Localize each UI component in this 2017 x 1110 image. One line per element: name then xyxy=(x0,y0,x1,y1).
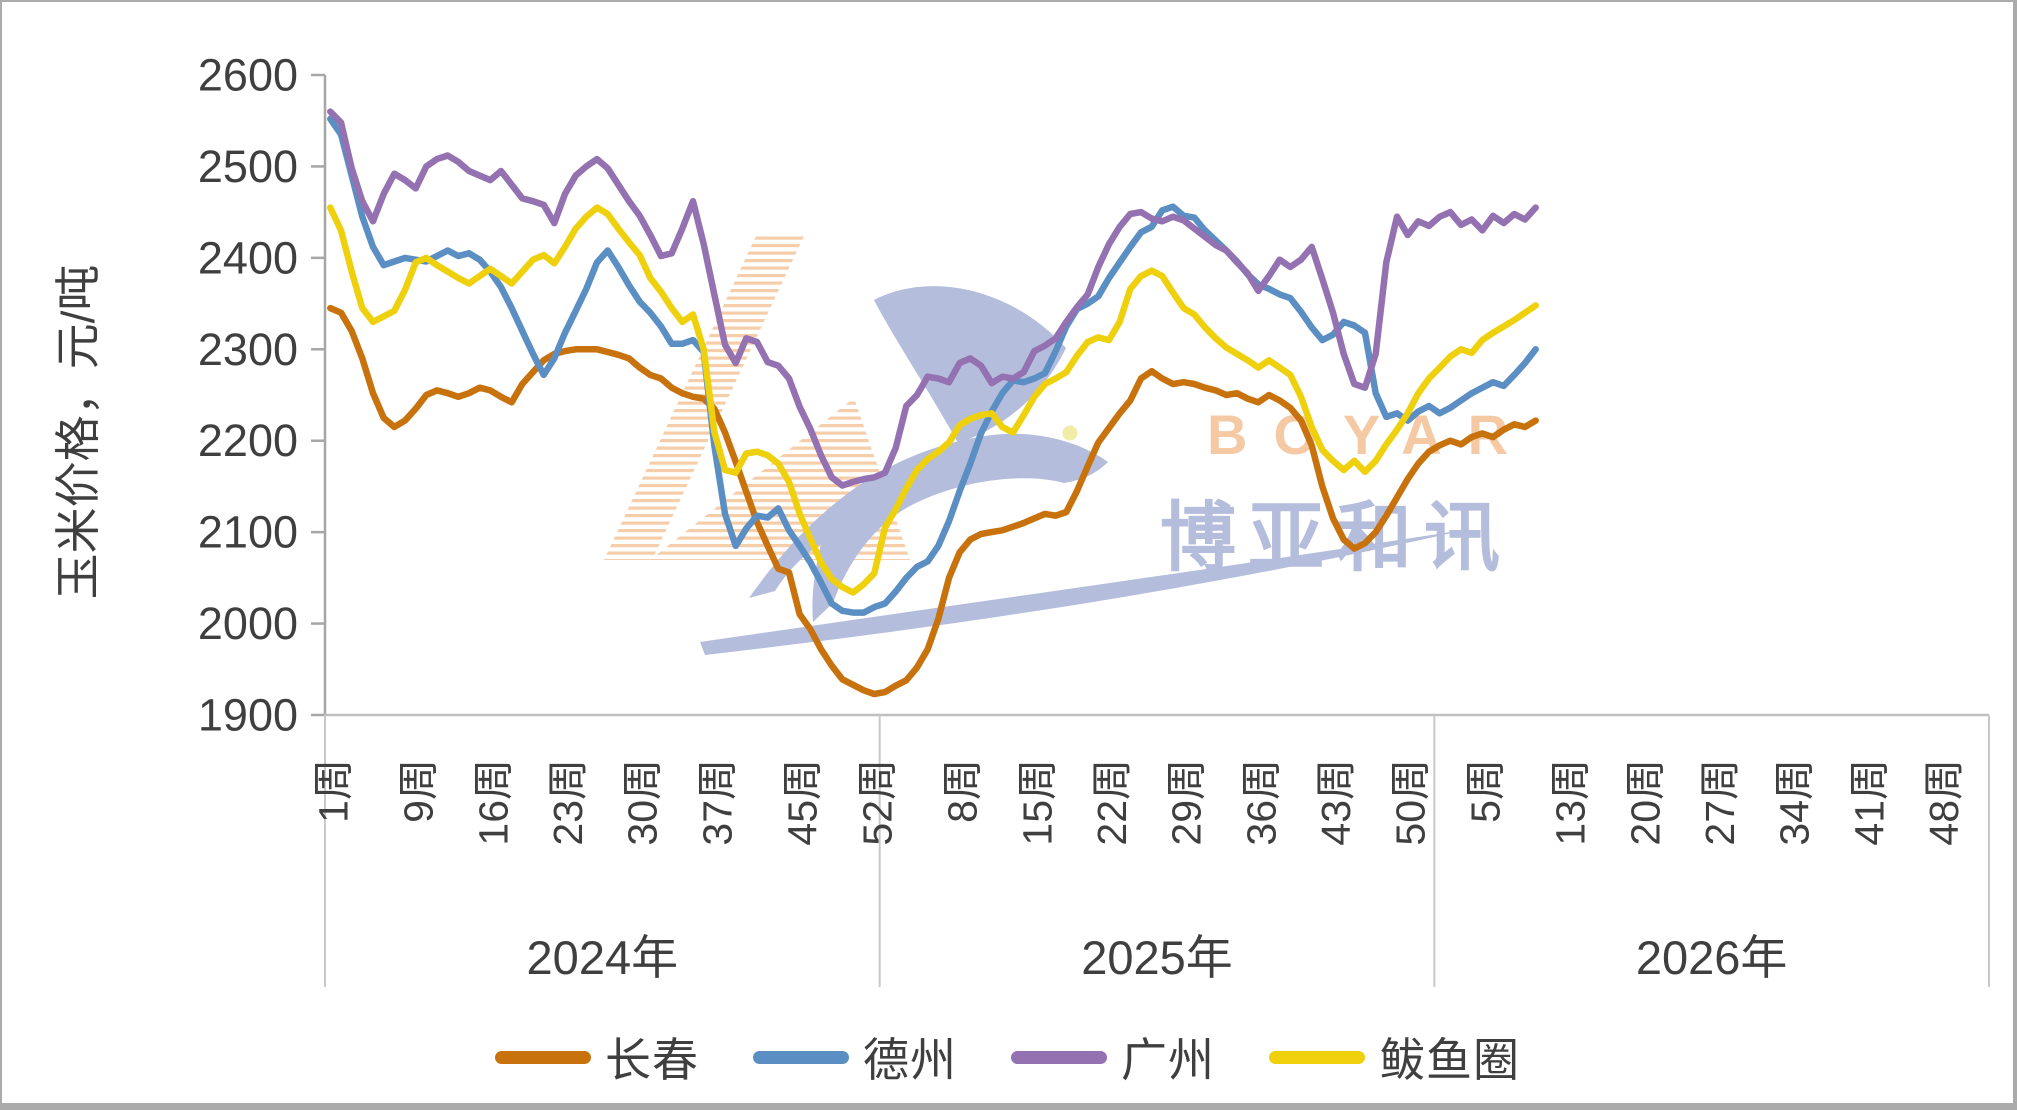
axes-group xyxy=(311,73,1990,987)
week-tick-label: 41周 xyxy=(1846,759,1892,846)
chart-legend: 长春 德州 广州 鲅鱼圈 xyxy=(2,1024,2013,1090)
year-label: 2026年 xyxy=(1636,931,1788,984)
series-line-dezhou xyxy=(327,115,1539,616)
week-tick-label: 16周 xyxy=(470,759,516,846)
y-tick-label: 1900 xyxy=(198,690,298,741)
week-tick-label: 50周 xyxy=(1388,759,1434,846)
week-tick-label: 22周 xyxy=(1089,759,1135,846)
legend-label-bayuquan: 鲅鱼圈 xyxy=(1379,1034,1520,1086)
week-tick-label: 1周 xyxy=(310,759,356,823)
week-tick-label: 23周 xyxy=(545,759,591,846)
y-tick-label: 2400 xyxy=(198,232,298,283)
y-tick-label: 2000 xyxy=(198,598,298,649)
week-tick-label: 8周 xyxy=(940,759,986,823)
swallow-bird-icon xyxy=(749,286,1108,622)
week-tick-label: 9周 xyxy=(396,759,442,823)
legend-label-dezhou: 德州 xyxy=(863,1034,957,1086)
watermark-cn-text: 博亚和讯 xyxy=(1160,496,1512,581)
y-tick-label: 2600 xyxy=(198,50,298,101)
watermark-latin-text: BOYAR xyxy=(1207,403,1534,466)
week-tick-label: 15周 xyxy=(1014,759,1060,846)
week-tick-label: 37周 xyxy=(694,759,740,846)
week-tick-label: 52周 xyxy=(854,759,900,846)
week-tick-label: 13周 xyxy=(1548,759,1594,846)
week-tick-label: 34周 xyxy=(1772,759,1818,846)
series-line-bayuquan xyxy=(327,204,1539,596)
legend-label-changchun: 长春 xyxy=(605,1034,699,1086)
year-label: 2025年 xyxy=(1081,931,1233,984)
legend-item-dezhou: 德州 xyxy=(753,1024,957,1090)
week-tick-label: 48周 xyxy=(1921,759,1967,846)
bayuquan-line-swatch-icon xyxy=(1269,1050,1365,1064)
series-line-changchun xyxy=(327,304,1539,698)
changchun-line-swatch-icon xyxy=(495,1050,591,1064)
week-tick-label: 36周 xyxy=(1238,759,1284,846)
week-tick-label: 5周 xyxy=(1462,759,1508,823)
series-line-guangzhou xyxy=(327,108,1539,489)
year-label: 2024年 xyxy=(527,931,679,984)
week-tick-label: 43周 xyxy=(1313,759,1359,846)
y-tick-label: 2100 xyxy=(198,507,298,558)
week-tick-label: 45周 xyxy=(780,759,826,846)
boyar-watermark: BOYAR 博亚和讯 xyxy=(604,234,1534,655)
y-tick-label: 2200 xyxy=(198,415,298,466)
y-tick-label: 2300 xyxy=(198,324,298,375)
series-group xyxy=(327,108,1539,698)
bird-eye-icon xyxy=(1062,425,1078,441)
guangzhou-line-swatch-icon xyxy=(1011,1050,1107,1064)
watermark-swoosh-icon xyxy=(700,529,1470,655)
dezhou-line-swatch-icon xyxy=(753,1050,849,1064)
y-axis-title: 玉米价格，元/吨 xyxy=(52,265,104,600)
legend-item-guangzhou: 广州 xyxy=(1011,1024,1215,1090)
legend-item-changchun: 长春 xyxy=(495,1024,699,1090)
y-tick-label: 2500 xyxy=(198,141,298,192)
week-tick-label: 29周 xyxy=(1164,759,1210,846)
week-tick-label: 20周 xyxy=(1622,759,1668,846)
week-tick-label: 27周 xyxy=(1697,759,1743,846)
legend-item-bayuquan: 鲅鱼圈 xyxy=(1269,1024,1520,1090)
legend-label-guangzhou: 广州 xyxy=(1121,1034,1215,1086)
week-tick-label: 30周 xyxy=(620,759,666,846)
axis-labels-group: 1900 2000 2100 2200 2300 2400 2500 2600 玉米价格，元/吨… xyxy=(52,50,1967,985)
